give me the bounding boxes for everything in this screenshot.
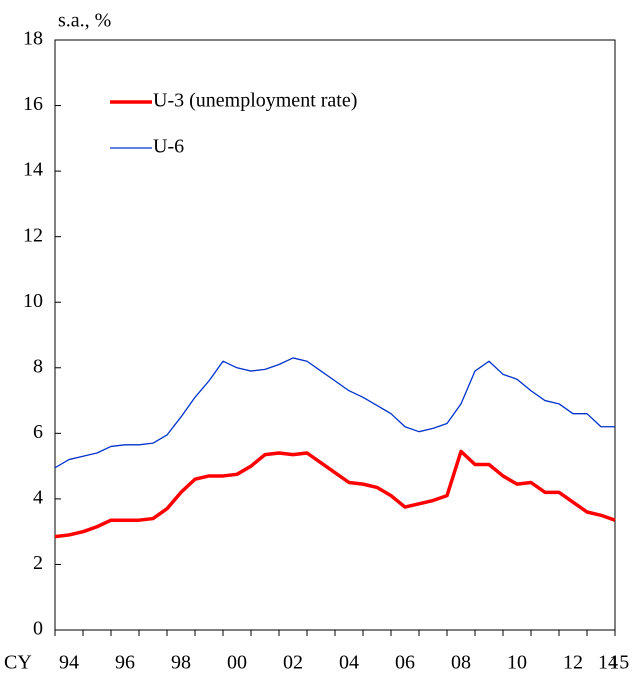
x-axis-label: CY [4, 652, 32, 674]
y-tick-label: 6 [33, 421, 43, 443]
x-tick-label: 94 [59, 652, 79, 674]
legend-label: U-6 [153, 136, 184, 158]
x-tick-label: 04 [339, 652, 359, 674]
y-tick-label: 0 [33, 618, 43, 640]
x-tick-label: 14 [598, 652, 618, 674]
y-tick-label: 10 [23, 290, 43, 312]
y-tick-label: 18 [23, 28, 43, 50]
series-line [54, 449, 616, 539]
y-tick-label: 16 [23, 93, 43, 115]
plot-frame [54, 39, 616, 631]
x-tick-label: 15 [609, 652, 629, 674]
x-tick-label: 96 [115, 652, 135, 674]
y-tick-label: 4 [33, 486, 43, 508]
x-tick-label: 00 [227, 652, 247, 674]
y-tick-label: 2 [33, 552, 43, 574]
legend-label: U-3 (unemployment rate) [153, 90, 357, 112]
y-tick-label: 14 [23, 159, 43, 181]
series-line [54, 357, 615, 469]
x-tick-label: 12 [563, 652, 583, 674]
y-axis-label: s.a., % [58, 10, 111, 32]
y-tick-label: 8 [33, 355, 43, 377]
x-tick-label: 06 [395, 652, 415, 674]
x-tick-label: 98 [171, 652, 191, 674]
x-tick-label: 10 [507, 652, 527, 674]
x-tick-label: 08 [451, 652, 471, 674]
x-tick-label: 02 [283, 652, 303, 674]
y-tick-label: 12 [23, 224, 43, 246]
